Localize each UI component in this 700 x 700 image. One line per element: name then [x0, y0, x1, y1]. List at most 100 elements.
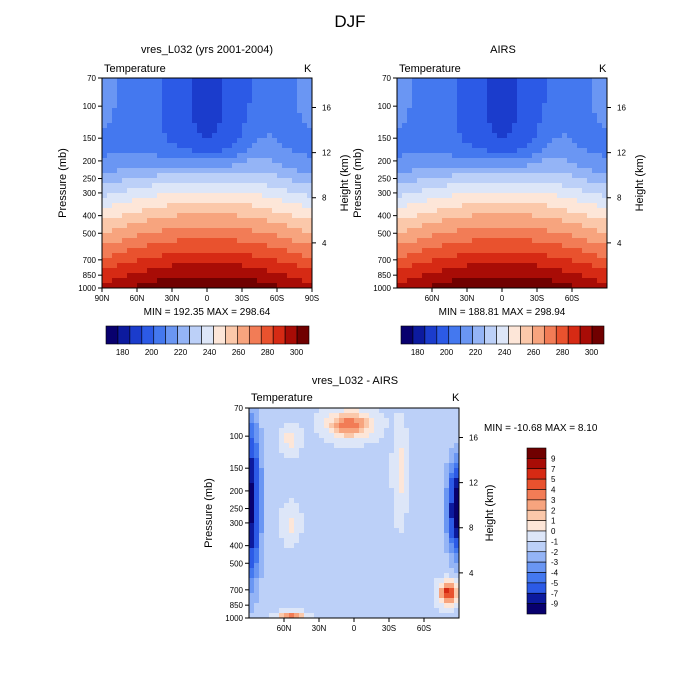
- contour-cell: [482, 113, 488, 119]
- contour-cell: [457, 168, 463, 174]
- contour-cell: [577, 123, 583, 129]
- contour-cell: [374, 468, 380, 474]
- contour-cell: [384, 503, 390, 509]
- contour-cell: [292, 163, 298, 169]
- contour-cell: [492, 93, 498, 99]
- contour-cell: [434, 553, 440, 559]
- contour-cell: [587, 88, 593, 94]
- contour-cell: [282, 223, 288, 229]
- contour-cell: [444, 558, 450, 564]
- contour-cell: [389, 558, 395, 564]
- contour-cell: [254, 528, 260, 534]
- contour-cell: [217, 168, 223, 174]
- contour-cell: [287, 238, 293, 244]
- contour-cell: [492, 78, 498, 84]
- contour-cell: [249, 513, 255, 519]
- contour-cell: [359, 423, 365, 429]
- contour-cell: [304, 533, 310, 539]
- contour-cell: [307, 98, 313, 104]
- contour-cell: [297, 93, 303, 99]
- contour-cell: [527, 183, 533, 189]
- contour-cell: [264, 453, 270, 459]
- contour-cell: [252, 93, 258, 99]
- contour-cell: [289, 418, 295, 424]
- contour-cell: [404, 408, 410, 414]
- contour-cell: [397, 228, 403, 234]
- contour-cell: [497, 268, 503, 274]
- contour-cell: [442, 238, 448, 244]
- contour-cell: [197, 198, 203, 204]
- contour-cell: [242, 263, 248, 269]
- contour-cell: [452, 103, 458, 109]
- contour-cell: [517, 218, 523, 224]
- contour-cell: [232, 263, 238, 269]
- contour-cell: [202, 153, 208, 159]
- contour-cell: [277, 213, 283, 219]
- contour-cell: [434, 503, 440, 509]
- contour-cell: [172, 158, 178, 164]
- contour-cell: [217, 218, 223, 224]
- contour-cell: [422, 258, 428, 264]
- contour-cell: [482, 153, 488, 159]
- contour-cell: [227, 213, 233, 219]
- contour-cell: [429, 483, 435, 489]
- contour-cell: [152, 133, 158, 139]
- contour-cell: [522, 283, 528, 289]
- contour-cell: [237, 103, 243, 109]
- contour-cell: [207, 223, 213, 229]
- contour-cell: [117, 233, 123, 239]
- contour-cell: [487, 273, 493, 279]
- contour-cell: [257, 128, 263, 134]
- contour-cell: [472, 113, 478, 119]
- contour-cell: [334, 548, 340, 554]
- contour-cell: [542, 193, 548, 199]
- contour-cell: [269, 443, 275, 449]
- contour-cell: [497, 143, 503, 149]
- contour-cell: [419, 408, 425, 414]
- contour-cell: [252, 78, 258, 84]
- contour-cell: [572, 218, 578, 224]
- contour-cell: [177, 198, 183, 204]
- contour-cell: [187, 103, 193, 109]
- contour-cell: [142, 258, 148, 264]
- contour-cell: [407, 118, 413, 124]
- contour-cell: [567, 253, 573, 259]
- contour-cell: [439, 528, 445, 534]
- contour-cell: [552, 123, 558, 129]
- contour-cell: [297, 278, 303, 284]
- contour-cell: [507, 213, 513, 219]
- contour-cell: [127, 238, 133, 244]
- contour-cell: [207, 78, 213, 84]
- contour-cell: [334, 523, 340, 529]
- contour-cell: [242, 233, 248, 239]
- contour-cell: [517, 208, 523, 214]
- contour-cell: [537, 243, 543, 249]
- contour-cell: [182, 138, 188, 144]
- contour-cell: [527, 273, 533, 279]
- y-tick-label: 70: [87, 74, 96, 83]
- contour-cell: [434, 493, 440, 499]
- contour-cell: [442, 88, 448, 94]
- contour-cell: [552, 138, 558, 144]
- contour-cell: [284, 553, 290, 559]
- contour-cell: [482, 83, 488, 89]
- contour-cell: [597, 243, 603, 249]
- contour-cell: [407, 93, 413, 99]
- contour-cell: [572, 113, 578, 119]
- contour-cell: [552, 178, 558, 184]
- contour-cell: [434, 543, 440, 549]
- contour-cell: [137, 128, 143, 134]
- contour-cell: [547, 113, 553, 119]
- contour-cell: [567, 178, 573, 184]
- contour-cell: [582, 218, 588, 224]
- contour-cell: [572, 238, 578, 244]
- contour-cell: [162, 268, 168, 274]
- contour-cell: [274, 543, 280, 549]
- contour-cell: [202, 268, 208, 274]
- contour-cell: [309, 533, 315, 539]
- contour-cell: [292, 193, 298, 199]
- contour-cell: [202, 273, 208, 279]
- contour-cell: [192, 198, 198, 204]
- contour-cell: [142, 233, 148, 239]
